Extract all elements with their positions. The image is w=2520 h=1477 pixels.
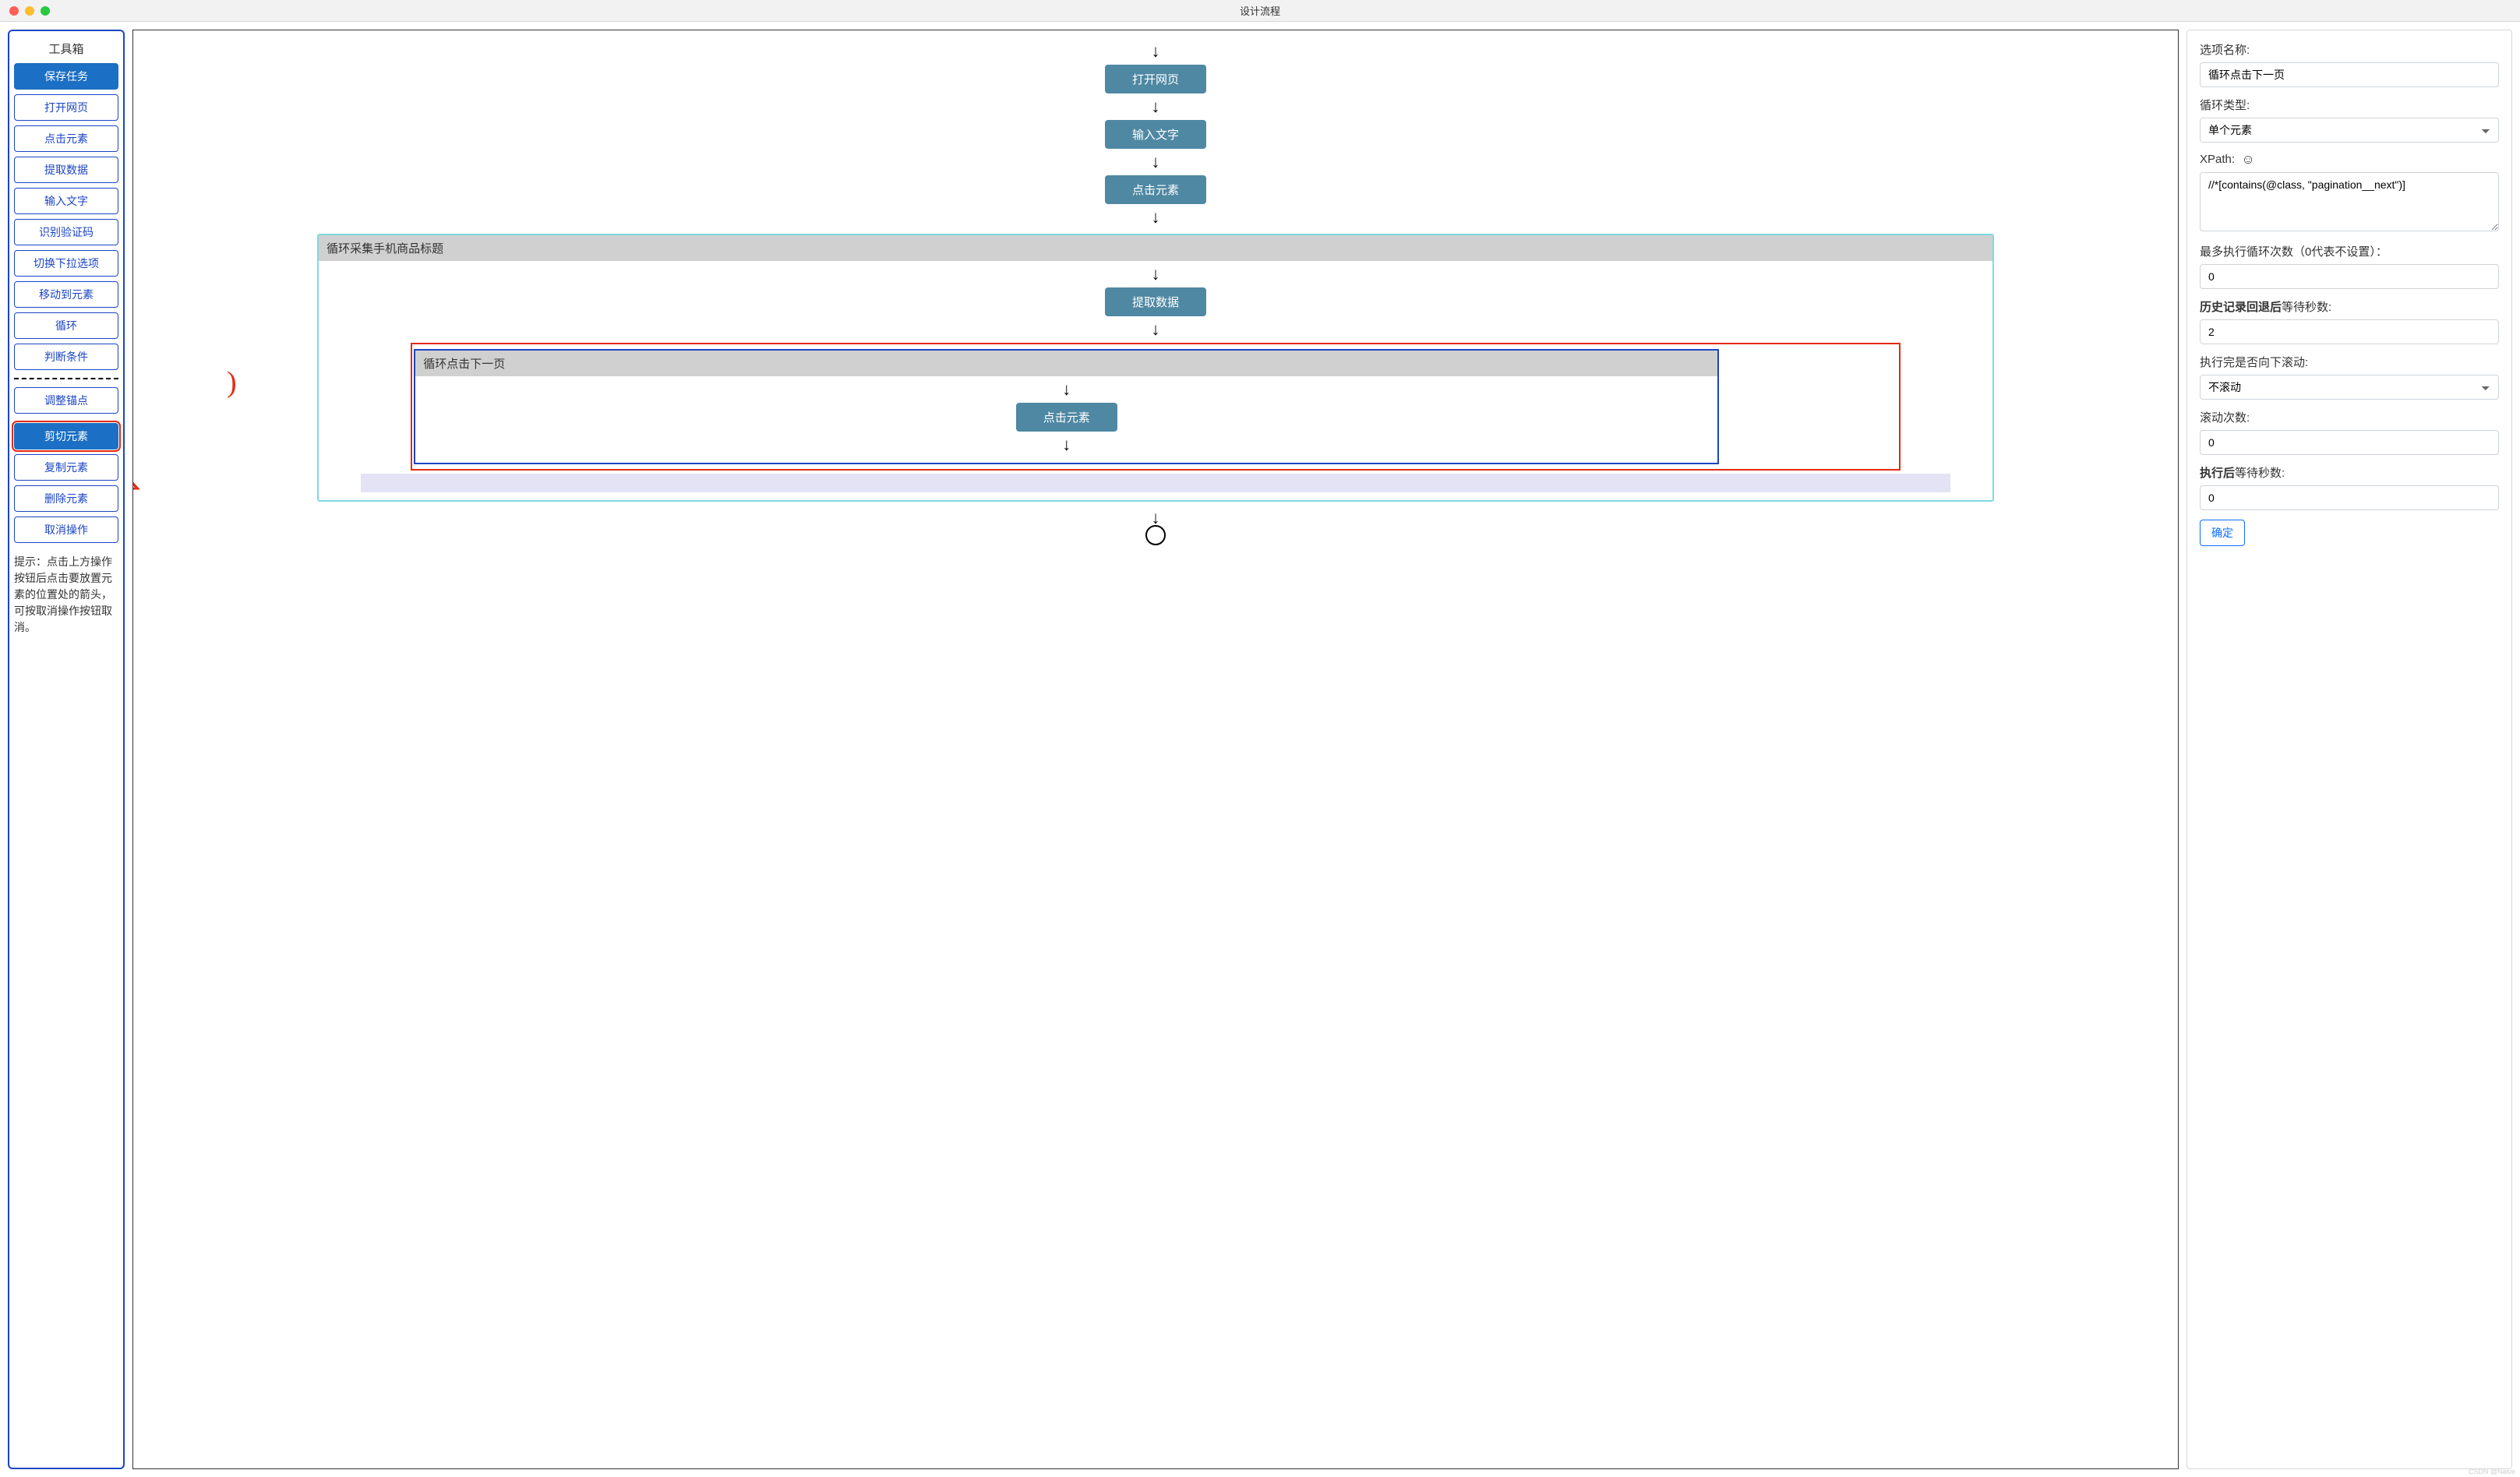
scrollcount-label: 滚动次数: xyxy=(2200,409,2499,425)
scroll-select[interactable]: 不滚动 xyxy=(2200,375,2499,400)
maxloop-label: 最多执行循环次数（0代表不设置）： xyxy=(2200,243,2499,259)
xpath-label: XPath: ☺ xyxy=(2200,152,2499,167)
cancel-op-button[interactable]: 取消操作 xyxy=(14,516,118,543)
node-open-page[interactable]: 打开网页 xyxy=(1105,65,1206,93)
properties-panel: 选项名称: 循环类型: 单个元素 XPath: ☺ //*[contains(@… xyxy=(2186,30,2512,1469)
node-input-text[interactable]: 输入文字 xyxy=(1105,120,1206,149)
name-input[interactable] xyxy=(2200,62,2499,87)
name-label: 选项名称: xyxy=(2200,41,2499,58)
type-select[interactable]: 单个元素 xyxy=(2200,118,2499,143)
tool-captcha[interactable]: 识别验证码 xyxy=(14,219,118,245)
tool-extract-data[interactable]: 提取数据 xyxy=(14,157,118,183)
confirm-button[interactable]: 确定 xyxy=(2200,520,2245,546)
toolbox-hint: 提示：点击上方操作按钮后点击要放置元素的位置处的箭头，可按取消操作按钮取消。 xyxy=(14,554,118,636)
maxloop-input[interactable] xyxy=(2200,264,2499,289)
arrow-icon[interactable] xyxy=(1151,266,1159,283)
drop-zone[interactable] xyxy=(361,474,1950,492)
histwait-label: 历史记录回退后等待秒数: xyxy=(2200,298,2499,315)
toolbox-divider xyxy=(14,378,118,379)
loop-container-outer[interactable]: 循环采集手机商品标题 提取数据 ) ∠ 循环点击下一页 点击元素 xyxy=(317,234,1994,502)
xpath-textarea[interactable]: //*[contains(@class, "pagination__next")… xyxy=(2200,172,2499,231)
end-node[interactable] xyxy=(1145,525,1166,545)
node-click-element[interactable]: 点击元素 xyxy=(1105,175,1206,204)
loop-header-outer[interactable]: 循环采集手机商品标题 xyxy=(319,235,1992,261)
flow-canvas[interactable]: 打开网页 输入文字 点击元素 循环采集手机商品标题 提取数据 ) ∠ 循环点击下… xyxy=(132,30,2179,1469)
arrow-icon[interactable] xyxy=(1062,436,1071,453)
delete-element-button[interactable]: 删除元素 xyxy=(14,485,118,512)
arrow-icon[interactable] xyxy=(1152,43,1160,60)
node-extract-data[interactable]: 提取数据 xyxy=(1105,287,1206,316)
tool-click-element[interactable]: 点击元素 xyxy=(14,125,118,152)
arrow-icon[interactable] xyxy=(1062,381,1071,398)
watermark: CSDN @Naive xyxy=(2469,1468,2515,1475)
arrow-icon[interactable] xyxy=(1152,209,1160,226)
loop-header-inner[interactable]: 循环点击下一页 xyxy=(415,351,1717,376)
scrollcount-input[interactable] xyxy=(2200,430,2499,455)
loop-inner-highlight: 循环点击下一页 点击元素 xyxy=(411,343,1900,471)
save-task-button[interactable]: 保存任务 xyxy=(14,63,118,90)
annotation-mark-1: ) xyxy=(227,365,237,400)
execwait-label: 执行后等待秒数: xyxy=(2200,464,2499,481)
minimize-icon[interactable] xyxy=(25,6,34,16)
node-click-element-inner[interactable]: 点击元素 xyxy=(1016,403,1117,432)
arrow-icon[interactable] xyxy=(1152,153,1160,171)
titlebar: 设计流程 xyxy=(0,0,2520,22)
execwait-input[interactable] xyxy=(2200,485,2499,510)
tool-loop[interactable]: 循环 xyxy=(14,312,118,339)
adjust-anchor-button[interactable]: 调整锚点 xyxy=(14,387,118,414)
tool-input-text[interactable]: 输入文字 xyxy=(14,188,118,214)
tool-open-page[interactable]: 打开网页 xyxy=(14,94,118,121)
type-label: 循环类型: xyxy=(2200,97,2499,113)
window-title: 设计流程 xyxy=(0,3,2520,18)
cut-element-button[interactable]: 剪切元素 xyxy=(14,423,118,449)
copy-element-button[interactable]: 复制元素 xyxy=(14,454,118,481)
smile-icon[interactable]: ☺ xyxy=(2241,152,2254,167)
tool-condition[interactable]: 判断条件 xyxy=(14,344,118,370)
toolbox-title: 工具箱 xyxy=(14,37,118,63)
scroll-label: 执行完是否向下滚动: xyxy=(2200,354,2499,370)
arrow-icon[interactable] xyxy=(1151,321,1159,338)
loop-container-inner[interactable]: 循环点击下一页 点击元素 xyxy=(414,349,1719,464)
tool-move-to-element[interactable]: 移动到元素 xyxy=(14,281,118,308)
maximize-icon[interactable] xyxy=(41,6,50,16)
annotation-mark-2: ∠ xyxy=(132,471,143,495)
toolbox-panel: 工具箱 保存任务 打开网页 点击元素 提取数据 输入文字 识别验证码 切换下拉选… xyxy=(8,30,125,1469)
tool-switch-dropdown[interactable]: 切换下拉选项 xyxy=(14,250,118,277)
close-icon[interactable] xyxy=(9,6,19,16)
arrow-icon[interactable] xyxy=(1152,509,1160,527)
histwait-input[interactable] xyxy=(2200,319,2499,344)
arrow-icon[interactable] xyxy=(1152,98,1160,115)
